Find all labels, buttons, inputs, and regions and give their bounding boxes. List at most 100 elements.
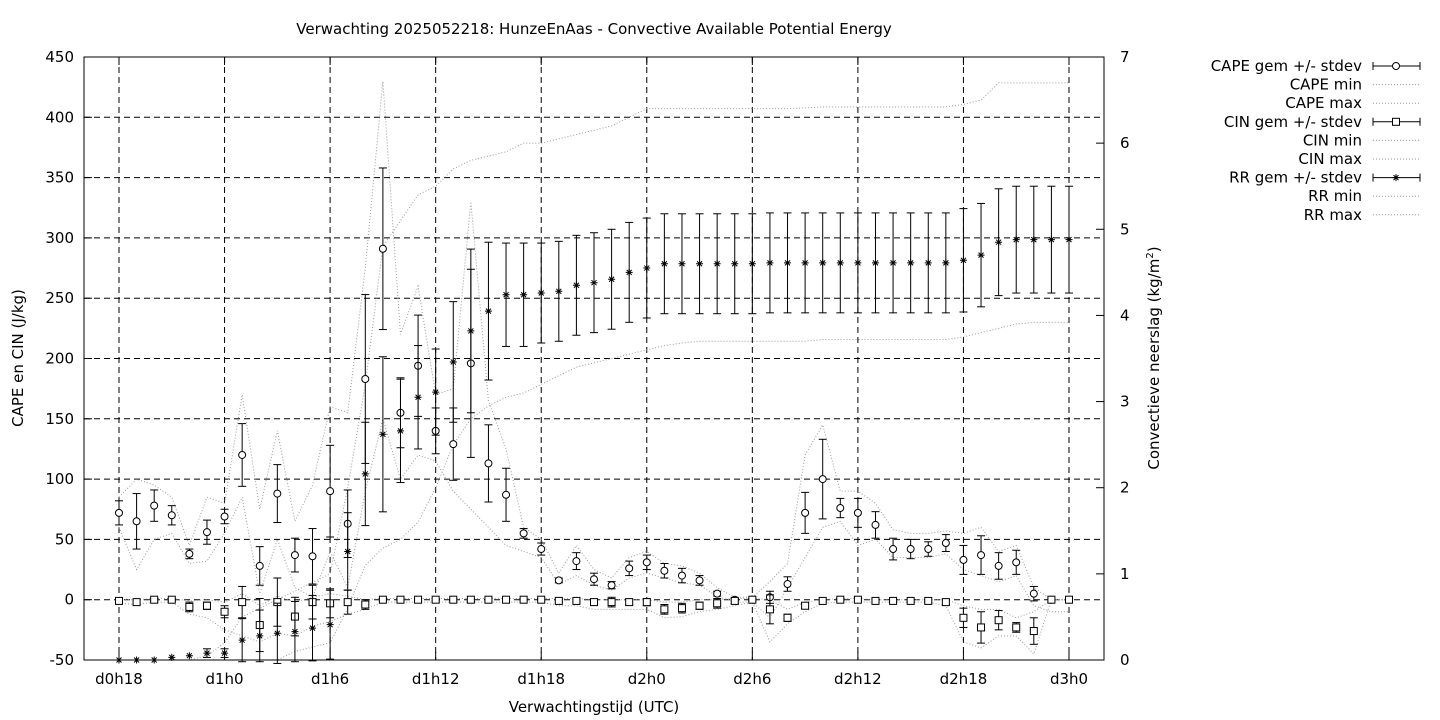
y2-axis-label-superscript: 2 xyxy=(1145,252,1156,258)
data-point xyxy=(273,629,281,637)
series-errorbars xyxy=(115,577,1073,653)
legend-label: RR max xyxy=(1304,206,1362,224)
legend-label: CAPE min xyxy=(1290,76,1362,94)
legend-label: CIN max xyxy=(1298,150,1362,168)
data-point xyxy=(150,595,159,604)
data-point xyxy=(625,564,634,573)
data-point xyxy=(994,561,1003,570)
y2-axis-label-close: ) xyxy=(1145,246,1163,252)
data-point xyxy=(642,558,651,567)
y2-tick-label: 4 xyxy=(1120,306,1130,324)
data-point xyxy=(590,575,598,584)
data-point xyxy=(677,571,686,580)
legend-label: CIN gem +/- stdev xyxy=(1224,113,1362,131)
data-point xyxy=(308,552,317,561)
data-point xyxy=(748,595,757,604)
data-point xyxy=(643,264,651,272)
y-axis-label: CAPE en CIN (J/kg) xyxy=(9,289,27,427)
data-point xyxy=(713,260,721,268)
data-point xyxy=(1047,236,1055,244)
data-point xyxy=(730,596,739,605)
data-point xyxy=(819,259,827,267)
data-point xyxy=(238,450,247,459)
data-point xyxy=(537,595,546,604)
grid xyxy=(84,57,1104,660)
data-point xyxy=(977,623,986,632)
data-point xyxy=(678,260,686,268)
data-point xyxy=(1392,62,1400,70)
data-point xyxy=(502,595,511,604)
data-point xyxy=(836,504,845,513)
data-point xyxy=(309,624,317,632)
data-point xyxy=(854,259,862,267)
data-point xyxy=(502,490,511,499)
data-point xyxy=(343,598,352,607)
y2-tick-label: 6 xyxy=(1120,134,1130,152)
data-point xyxy=(449,440,458,449)
x-axis-ticks: d0h18 d1h0 d1h6 d1h12 d1h18 d2h0 d2h6 d2h12 d2h1… xyxy=(95,57,1088,688)
data-point xyxy=(1392,117,1400,126)
data-point xyxy=(572,596,581,605)
data-point xyxy=(520,291,528,299)
x-tick-label: d2h0 xyxy=(628,670,666,688)
series-line xyxy=(118,81,1069,601)
data-point xyxy=(1029,589,1038,598)
data-point xyxy=(1392,174,1400,182)
data-point xyxy=(185,652,193,660)
y2-tick-label: 0 xyxy=(1120,651,1130,669)
x-tick-label: d2h18 xyxy=(940,670,988,688)
series-line xyxy=(119,321,1069,661)
data-point xyxy=(202,528,211,537)
data-point xyxy=(220,607,229,616)
data-point xyxy=(1029,627,1038,636)
data-point xyxy=(555,287,563,295)
data-point xyxy=(502,291,510,299)
data-point xyxy=(871,596,880,605)
data-point xyxy=(625,268,633,276)
data-point xyxy=(1030,236,1038,244)
data-point xyxy=(924,596,933,605)
legend-label: RR min xyxy=(1308,187,1362,205)
x-tick-label: d2h6 xyxy=(733,670,771,688)
data-point xyxy=(361,375,370,384)
data-point xyxy=(431,595,440,604)
data-point xyxy=(220,512,229,521)
data-point xyxy=(185,602,194,611)
data-point xyxy=(906,545,915,554)
data-point xyxy=(731,260,739,268)
data-point xyxy=(906,596,915,605)
data-point xyxy=(554,576,563,585)
y-axis-ticks: -50 0 50 100 150 200 250 300 350 400 450 xyxy=(45,48,92,669)
data-point xyxy=(765,605,774,614)
data-point xyxy=(256,632,264,640)
data-point xyxy=(959,555,968,564)
data-point xyxy=(414,393,422,401)
data-point xyxy=(995,238,1003,246)
data-point xyxy=(590,279,598,287)
data-point xyxy=(818,596,827,605)
data-point xyxy=(203,649,211,657)
y-tick-label: 250 xyxy=(45,289,74,307)
data-point xyxy=(168,653,176,661)
y2-tick-label: 3 xyxy=(1120,393,1130,411)
data-point xyxy=(713,599,722,608)
series-errorbars xyxy=(115,185,1073,664)
data-point xyxy=(801,601,810,610)
data-point xyxy=(660,566,669,575)
data-point xyxy=(871,259,879,267)
y-tick-label: 100 xyxy=(45,470,74,488)
y2-tick-label: 7 xyxy=(1120,48,1130,66)
data-point xyxy=(1012,623,1021,632)
data-point xyxy=(484,459,493,468)
data-point xyxy=(871,520,880,529)
data-point xyxy=(273,489,282,498)
data-point xyxy=(484,307,492,315)
data-point xyxy=(519,595,528,604)
data-point xyxy=(660,260,668,268)
data-point xyxy=(977,251,985,259)
data-point xyxy=(783,580,792,589)
y2-tick-label: 2 xyxy=(1120,479,1130,497)
data-point xyxy=(537,289,545,297)
data-point xyxy=(150,501,159,510)
